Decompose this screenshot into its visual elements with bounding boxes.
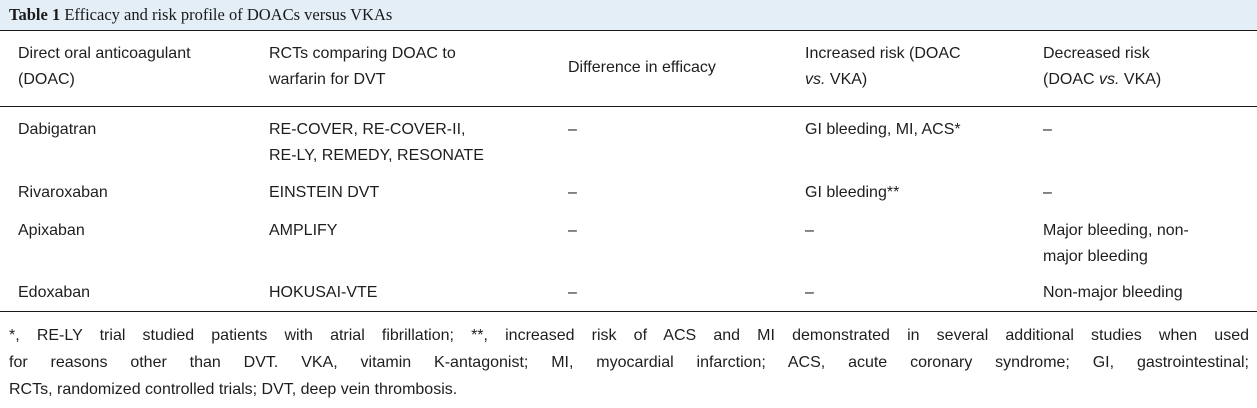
footnote-line: *, RE-LY trial studied patients with atr… xyxy=(9,327,1249,344)
cell-drug: Rivaroxaban xyxy=(18,184,108,201)
cell-rcts-line: AMPLIFY xyxy=(269,222,338,239)
table-header-rule xyxy=(0,106,1257,107)
cell-rcts: EINSTEIN DVT xyxy=(269,180,379,206)
cell-decreased-line: Major bleeding, non- xyxy=(1043,222,1189,239)
header-drug-line: Direct oral anticoagulant xyxy=(18,45,191,62)
footnote-line: RCTs, randomized controlled trials; DVT,… xyxy=(9,381,458,398)
cell-drug: Dabigatran xyxy=(18,121,97,138)
header-increased-risk: Increased risk (DOAC vs. VKA) xyxy=(805,41,961,93)
header-rcts-line: warfarin for DVT xyxy=(269,71,386,88)
cell-drug: Apixaban xyxy=(18,222,85,239)
cell-decreased-line: Non-major bleeding xyxy=(1043,284,1183,301)
header-drug: Direct oral anticoagulant (DOAC) xyxy=(18,41,191,93)
cell-increased-risk: GI bleeding, MI, ACS* xyxy=(805,121,961,138)
cell-rcts-line: RE-COVER, RE-COVER-II, xyxy=(269,121,466,138)
cell-decreased-risk: Non-major bleeding xyxy=(1043,280,1183,306)
cell-rcts: AMPLIFY xyxy=(269,218,337,244)
table-bottom-rule xyxy=(0,311,1257,312)
cell-efficacy: – xyxy=(568,184,577,201)
cell-decreased-risk: Major bleeding, non- major bleeding xyxy=(1043,218,1189,270)
cell-efficacy: – xyxy=(568,222,577,239)
header-efficacy-line: Difference in efficacy xyxy=(568,59,716,76)
cell-increased-risk: – xyxy=(805,284,814,301)
table-footnote: *, RE-LY trial studied patients with atr… xyxy=(9,322,1249,403)
cell-rcts: HOKUSAI-VTE xyxy=(269,280,377,306)
cell-decreased-risk: – xyxy=(1043,117,1052,143)
cell-rcts-line: RE-LY, REMEDY, RESONATE xyxy=(269,147,484,164)
header-decreased-line: Decreased risk xyxy=(1043,45,1150,62)
cell-increased-risk: GI bleeding** xyxy=(805,184,900,201)
table-caption-label: Table 1 xyxy=(9,5,61,24)
table-caption-title: Efficacy and risk profile of DOACs versu… xyxy=(64,5,393,24)
cell-drug: Edoxaban xyxy=(18,284,91,301)
cell-increased-risk: – xyxy=(805,222,814,239)
header-increased-line: Increased risk (DOAC xyxy=(805,45,961,62)
cell-efficacy: – xyxy=(568,284,577,301)
cell-decreased-line: – xyxy=(1043,121,1052,138)
header-decreased-risk: Decreased risk (DOAC vs. VKA) xyxy=(1043,41,1161,93)
header-decreased-line: (DOAC vs. VKA) xyxy=(1043,71,1162,88)
header-efficacy: Difference in efficacy xyxy=(568,55,716,81)
cell-rcts-line: EINSTEIN DVT xyxy=(269,184,380,201)
header-drug-line: (DOAC) xyxy=(18,71,75,88)
table-top-rule xyxy=(0,30,1257,31)
cell-decreased-line: major bleeding xyxy=(1043,248,1148,265)
cell-decreased-line: – xyxy=(1043,184,1052,201)
table-caption: Table 1 Efficacy and risk profile of DOA… xyxy=(0,0,1257,30)
cell-decreased-risk: – xyxy=(1043,180,1052,206)
footnote-line: for reasons other than DVT. VKA, vitamin… xyxy=(9,354,1249,371)
cell-rcts-line: HOKUSAI-VTE xyxy=(269,284,378,301)
cell-rcts: RE-COVER, RE-COVER-II, RE-LY, REMEDY, RE… xyxy=(269,117,484,169)
header-increased-line: vs. VKA) xyxy=(805,71,868,88)
cell-efficacy: – xyxy=(568,121,577,138)
header-rcts: RCTs comparing DOAC to warfarin for DVT xyxy=(269,41,456,93)
header-rcts-line: RCTs comparing DOAC to xyxy=(269,45,456,62)
